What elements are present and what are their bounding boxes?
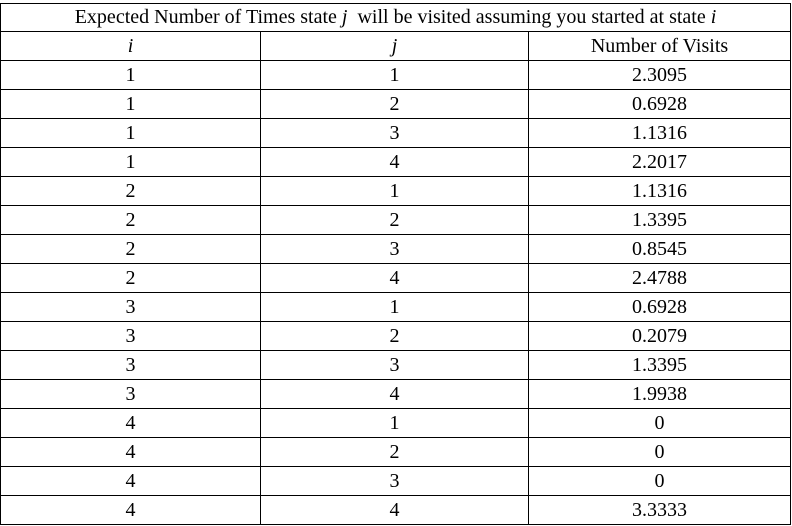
table-row: 2 3 0.8545 xyxy=(0,234,792,264)
cell-visits: 3.3333 xyxy=(527,495,792,525)
cell-j: 4 xyxy=(260,379,529,409)
column-header-visits: Number of Visits xyxy=(527,31,792,61)
cell-i: 1 xyxy=(0,147,261,177)
table-row: 3 3 1.3395 xyxy=(0,350,792,380)
cell-j: 1 xyxy=(260,292,529,322)
title-row: Expected Number of Times state j will be… xyxy=(0,3,792,32)
table-row: 3 1 0.6928 xyxy=(0,292,792,322)
cell-i: 1 xyxy=(0,118,261,148)
table-body: 1 1 2.3095 1 2 0.6928 1 3 1.1316 1 4 2.2017 2 1 1.… xyxy=(0,60,792,525)
cell-visits: 0.2079 xyxy=(527,321,792,351)
cell-j: 2 xyxy=(260,437,529,467)
cell-j: 1 xyxy=(260,408,529,438)
cell-i: 3 xyxy=(0,292,261,322)
cell-visits: 0 xyxy=(527,408,792,438)
table-row: 1 2 0.6928 xyxy=(0,89,792,119)
cell-i: 4 xyxy=(0,466,261,496)
cell-i: 1 xyxy=(0,60,261,90)
title-var-j: j xyxy=(341,6,348,28)
cell-i: 4 xyxy=(0,408,261,438)
cell-visits: 1.3395 xyxy=(527,350,792,380)
cell-j: 4 xyxy=(260,147,529,177)
header-row: i j Number of Visits xyxy=(0,31,792,61)
cell-i: 2 xyxy=(0,205,261,235)
table-row: 2 4 2.4788 xyxy=(0,263,792,293)
table-row: 3 4 1.9938 xyxy=(0,379,792,409)
cell-visits: 1.9938 xyxy=(527,379,792,409)
table-row: 1 1 2.3095 xyxy=(0,60,792,90)
cell-j: 2 xyxy=(260,89,529,119)
cell-j: 2 xyxy=(260,321,529,351)
cell-visits: 1.1316 xyxy=(527,118,792,148)
cell-visits: 1.3395 xyxy=(527,205,792,235)
cell-visits: 0 xyxy=(527,466,792,496)
table-row: 2 2 1.3395 xyxy=(0,205,792,235)
table-row: 1 4 2.2017 xyxy=(0,147,792,177)
cell-j: 1 xyxy=(260,60,529,90)
cell-visits: 1.1316 xyxy=(527,176,792,206)
cell-i: 2 xyxy=(0,234,261,264)
cell-i: 3 xyxy=(0,379,261,409)
cell-visits: 0.8545 xyxy=(527,234,792,264)
visits-table: Expected Number of Times state j will be… xyxy=(0,3,792,525)
cell-visits: 2.3095 xyxy=(527,60,792,90)
title-prefix: Expected Number of Times state xyxy=(74,6,342,28)
title-var-i: i xyxy=(710,6,717,28)
table-row: 1 3 1.1316 xyxy=(0,118,792,148)
cell-i: 4 xyxy=(0,437,261,467)
cell-j: 3 xyxy=(260,466,529,496)
cell-visits: 2.2017 xyxy=(527,147,792,177)
cell-visits: 0 xyxy=(527,437,792,467)
cell-i: 2 xyxy=(0,263,261,293)
cell-i: 3 xyxy=(0,321,261,351)
cell-j: 3 xyxy=(260,234,529,264)
cell-j: 3 xyxy=(260,118,529,148)
column-header-j: j xyxy=(260,31,529,61)
cell-j: 1 xyxy=(260,176,529,206)
cell-visits: 0.6928 xyxy=(527,89,792,119)
cell-i: 1 xyxy=(0,89,261,119)
table-title: Expected Number of Times state j will be… xyxy=(0,3,792,32)
cell-j: 3 xyxy=(260,350,529,380)
cell-i: 2 xyxy=(0,176,261,206)
cell-visits: 0.6928 xyxy=(527,292,792,322)
title-middle: will be visited assuming you started at … xyxy=(347,6,711,28)
cell-i: 3 xyxy=(0,350,261,380)
cell-j: 2 xyxy=(260,205,529,235)
cell-j: 4 xyxy=(260,263,529,293)
table-row: 3 2 0.2079 xyxy=(0,321,792,351)
cell-i: 4 xyxy=(0,495,261,525)
cell-visits: 2.4788 xyxy=(527,263,792,293)
cell-j: 4 xyxy=(260,495,529,525)
table-row: 2 1 1.1316 xyxy=(0,176,792,206)
column-header-i: i xyxy=(0,31,261,61)
table-row: 4 4 3.3333 xyxy=(0,495,792,525)
